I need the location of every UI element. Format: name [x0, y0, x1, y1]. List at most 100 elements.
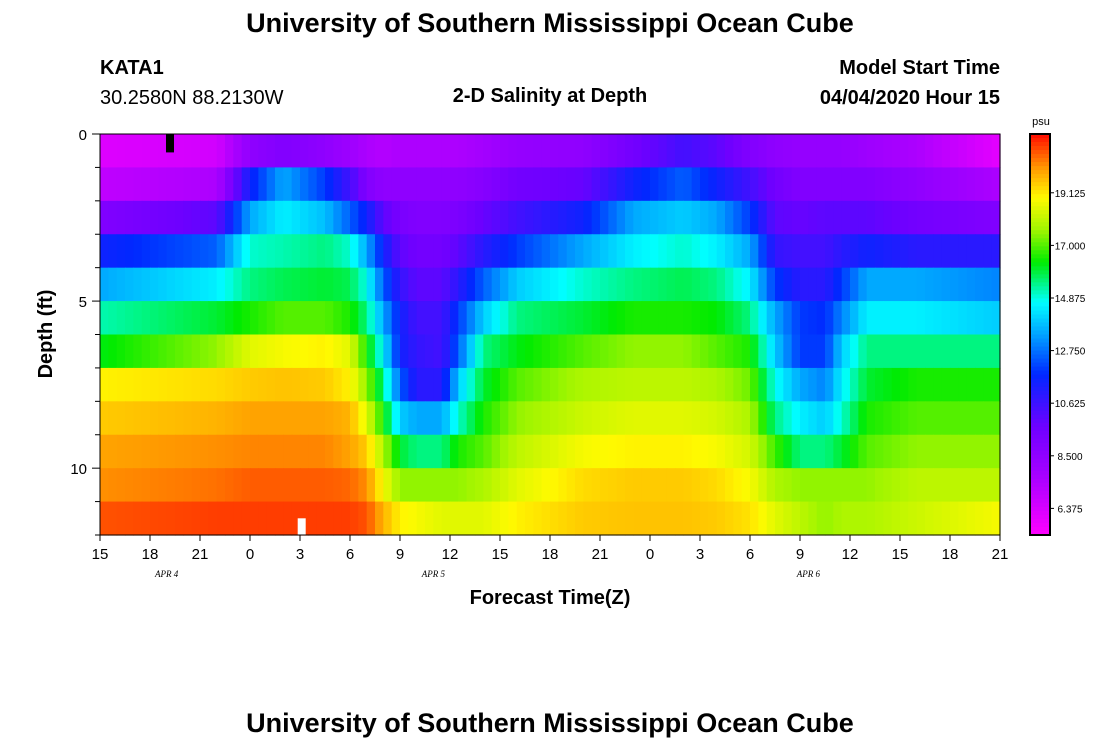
heatmap-cell — [775, 134, 784, 169]
heatmap-cell — [441, 434, 451, 469]
heatmap-cell — [558, 468, 568, 503]
heatmap-cell — [875, 167, 884, 202]
heatmap-cell — [941, 267, 951, 302]
heatmap-cell — [150, 367, 159, 402]
heatmap-cell — [575, 367, 584, 402]
heatmap-cell — [591, 301, 601, 336]
heatmap-cell — [675, 367, 684, 402]
heatmap-cell — [333, 301, 343, 336]
heatmap-cell — [941, 501, 951, 536]
colorbar-segment — [1030, 234, 1050, 239]
heatmap-cell — [433, 234, 443, 269]
heatmap-cell — [675, 501, 684, 536]
heatmap-cell — [233, 301, 243, 336]
heatmap-cell — [108, 401, 118, 436]
heatmap-cell — [516, 401, 526, 436]
heatmap-cell — [916, 301, 926, 336]
heatmap-cell — [233, 234, 243, 269]
heatmap-cell — [816, 434, 826, 469]
heatmap-cell — [341, 134, 351, 169]
heatmap-cell — [633, 267, 643, 302]
heatmap-cell — [250, 501, 259, 536]
heatmap-cell — [400, 167, 409, 202]
heatmap-cell — [191, 301, 201, 336]
heatmap-cell — [541, 434, 551, 469]
heatmap-cell — [866, 334, 876, 369]
colorbar-segment — [1030, 206, 1050, 211]
heatmap-cell — [925, 434, 934, 469]
heatmap-cell — [200, 301, 209, 336]
heatmap-cell — [716, 468, 726, 503]
heatmap-cell — [733, 501, 743, 536]
x-tick-label: 6 — [746, 546, 754, 563]
heatmap-cell — [283, 468, 293, 503]
x-tick-label: 3 — [696, 546, 704, 563]
heatmap-cell — [808, 267, 818, 302]
heatmap-cell — [975, 334, 984, 369]
colorbar-segment — [1030, 502, 1050, 508]
heatmap-cell — [891, 334, 901, 369]
heatmap-cell — [975, 501, 984, 536]
heatmap-cell — [541, 401, 551, 436]
heatmap-cell — [225, 200, 234, 235]
heatmap-cell — [566, 367, 576, 402]
heatmap-cell — [350, 301, 359, 336]
heatmap-cell — [166, 200, 176, 235]
heatmap-cell — [141, 234, 151, 269]
heatmap-cell — [350, 234, 359, 269]
heatmap-cell — [891, 267, 901, 302]
colorbar-segment — [1030, 494, 1050, 500]
heatmap-cell — [325, 468, 334, 503]
heatmap-cell — [950, 200, 959, 235]
heatmap-cell — [916, 468, 926, 503]
heatmap-cell — [908, 367, 918, 402]
heatmap-cell — [875, 234, 884, 269]
heatmap-cell — [925, 234, 934, 269]
colorbar-tick-label: 8.500 — [1057, 452, 1082, 463]
heatmap-cell — [833, 134, 843, 169]
heatmap-cell — [408, 301, 418, 336]
heatmap-cell — [133, 434, 143, 469]
heatmap-cell — [558, 501, 568, 536]
colorbar-segment — [1030, 326, 1050, 332]
colorbar-segment — [1030, 394, 1050, 400]
heatmap-cell — [225, 434, 234, 469]
heatmap-cell — [575, 501, 584, 536]
heatmap-cell — [125, 434, 134, 469]
heatmap-cell — [600, 234, 609, 269]
heatmap-cell — [641, 434, 651, 469]
heatmap-cell — [850, 434, 859, 469]
colorbar-tick-label: 14.875 — [1055, 294, 1086, 305]
heatmap-cell — [825, 167, 834, 202]
heatmap-cell — [158, 501, 168, 536]
colorbar-segment — [1030, 518, 1050, 524]
heatmap-cell — [308, 267, 318, 302]
heatmap-cell — [125, 468, 134, 503]
heatmap-cell — [100, 301, 109, 336]
heatmap-cell — [633, 468, 643, 503]
x-tick-label: 9 — [396, 546, 404, 563]
heatmap-cell — [966, 267, 976, 302]
heatmap-cell — [683, 234, 693, 269]
heatmap-cell — [325, 367, 334, 402]
heatmap-cell — [383, 234, 393, 269]
heatmap-cell — [916, 434, 926, 469]
heatmap-cell — [575, 200, 584, 235]
heatmap-cell — [566, 301, 576, 336]
heatmap-cell — [291, 367, 301, 402]
heatmap-cell — [825, 468, 834, 503]
heatmap-cell — [116, 134, 126, 169]
colorbar-segment — [1030, 462, 1050, 468]
top-marker — [166, 134, 174, 153]
heatmap-cell — [133, 267, 143, 302]
heatmap-cell — [408, 334, 418, 369]
heatmap-cell — [591, 234, 601, 269]
heatmap-cell — [850, 267, 859, 302]
heatmap-cell — [508, 267, 518, 302]
heatmap-cell — [541, 334, 551, 369]
heatmap-cell — [875, 367, 884, 402]
heatmap-cell — [841, 501, 851, 536]
heatmap-cell — [525, 134, 534, 169]
x-tick-label: 15 — [892, 546, 909, 563]
heatmap-cell — [341, 501, 351, 536]
